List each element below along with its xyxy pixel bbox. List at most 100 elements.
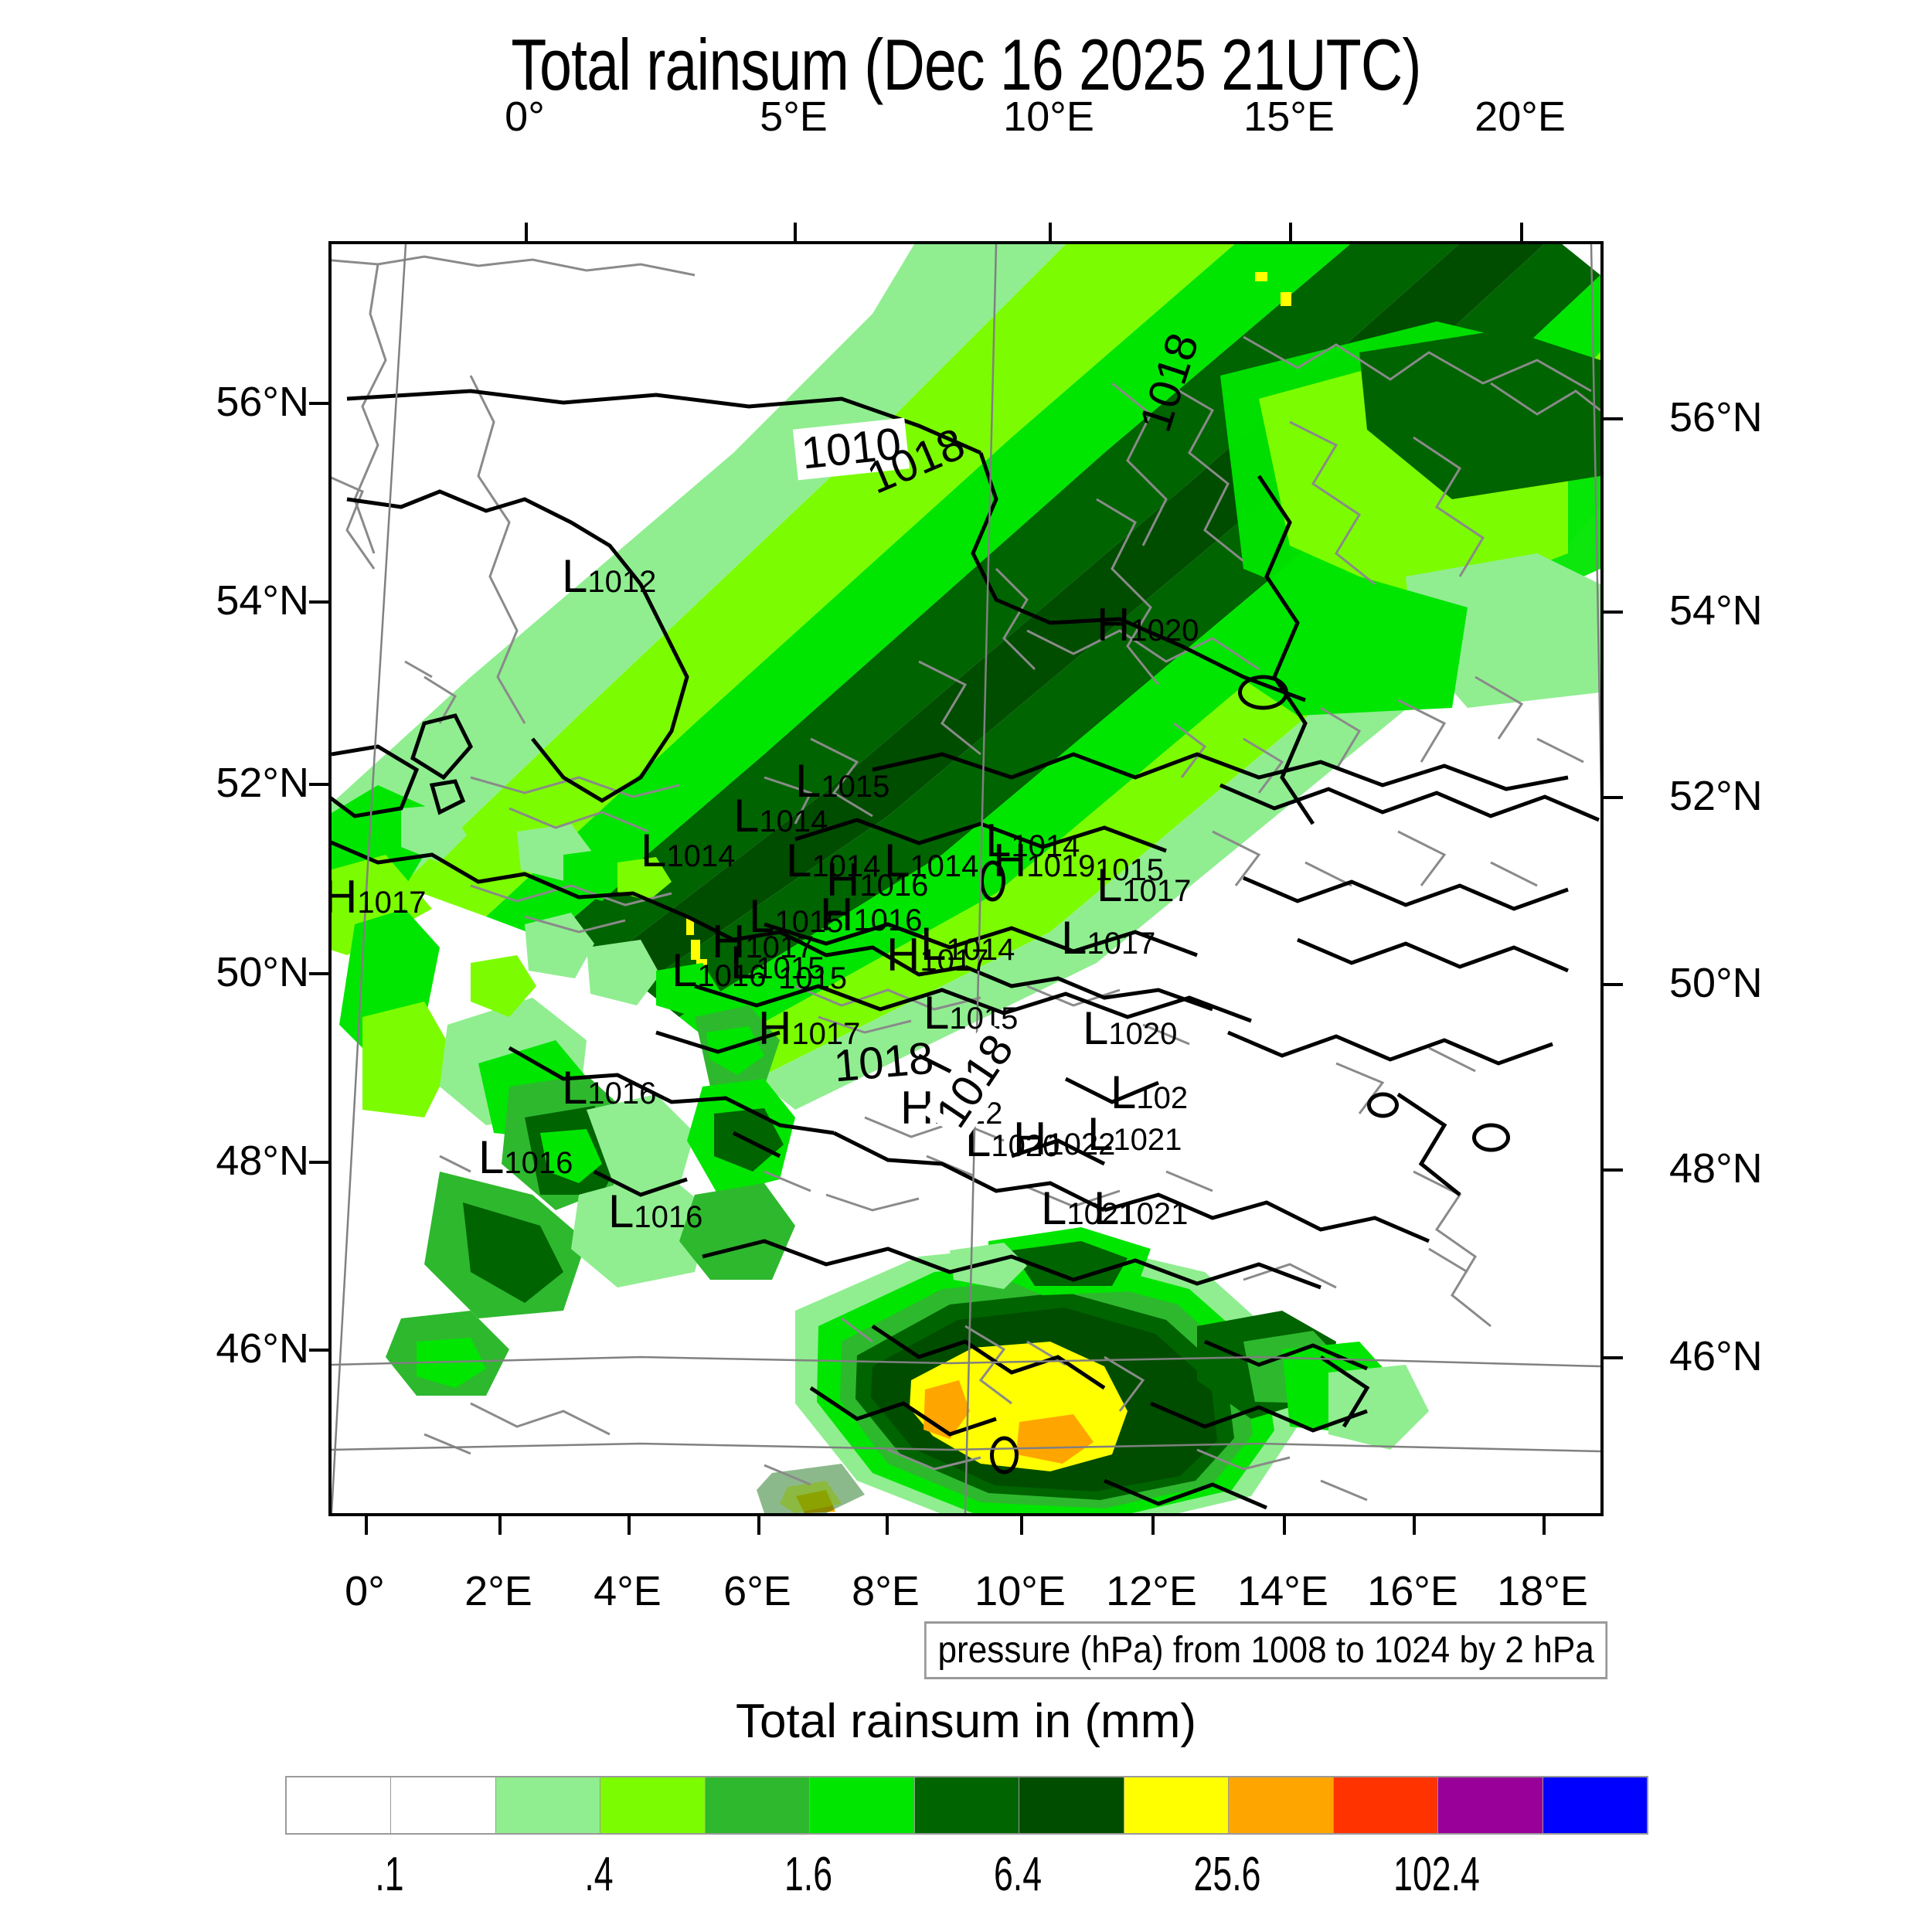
tick-right-56 xyxy=(1603,417,1623,420)
colorbar-cell-1[interactable] xyxy=(391,1777,496,1833)
colorbar-cell-3[interactable] xyxy=(600,1777,706,1833)
colorbar-label-4: 25.6 xyxy=(1193,1848,1261,1901)
tick-right-46 xyxy=(1603,1356,1623,1359)
pressure-center-L-1021-c: L1021 xyxy=(1094,1182,1189,1234)
pressure-center-H-1019: H1019 xyxy=(993,835,1096,886)
axis-bottom-tick-2: 4°E xyxy=(594,1568,662,1614)
graticule-layer xyxy=(332,244,1600,1513)
tick-bottom-18 xyxy=(1543,1516,1546,1535)
axis-bottom-tick-9: 18°E xyxy=(1497,1568,1588,1614)
pressure-center-H-1020: H1020 xyxy=(1097,599,1199,651)
pressure-plain-1015-a: 1015 xyxy=(778,961,847,995)
tick-bottom-10 xyxy=(1020,1516,1023,1535)
axis-left-tick-1: 54°N xyxy=(216,577,309,624)
colorbar-cell-9[interactable] xyxy=(1229,1777,1334,1833)
axis-left-tick-5: 46°N xyxy=(216,1325,309,1372)
axis-left-tick-3: 50°N xyxy=(216,949,309,995)
colorbar-cell-11[interactable] xyxy=(1438,1777,1543,1833)
axis-left-tick-4: 48°N xyxy=(216,1138,309,1184)
tick-bottom-2 xyxy=(498,1516,502,1535)
axis-top-tick-3: 15°E xyxy=(1243,94,1335,140)
tick-top-10 xyxy=(1049,223,1052,241)
pressure-center-L-1017-b: L1017 xyxy=(1061,912,1156,964)
tick-right-50 xyxy=(1603,983,1623,986)
pressure-center-H-1016-a: H1016 xyxy=(826,854,929,906)
axis-bottom-tick-4: 8°E xyxy=(852,1568,920,1614)
pressure-center-H-1016-b: H1016 xyxy=(820,889,923,940)
axis-bottom-tick-0: 0° xyxy=(345,1568,385,1614)
tick-bottom-8 xyxy=(886,1516,889,1535)
pressure-center-L-1015-b: L1015 xyxy=(749,890,844,942)
colorbar-cell-6[interactable] xyxy=(914,1777,1020,1833)
tick-left-48 xyxy=(309,1161,329,1164)
axis-right-tick-2: 52°N xyxy=(1669,773,1763,819)
axis-top-tick-4: 20°E xyxy=(1475,94,1566,140)
tick-left-52 xyxy=(309,783,329,786)
axis-bottom-tick-6: 12°E xyxy=(1106,1568,1197,1614)
colorbar-cell-2[interactable] xyxy=(495,1777,601,1833)
tick-bottom-6 xyxy=(757,1516,760,1535)
axis-right-tick-3: 50°N xyxy=(1669,960,1763,1006)
tick-top-15 xyxy=(1289,223,1292,241)
pressure-center-L-1016-b: L1016 xyxy=(562,1062,657,1114)
pressure-center-H-1022-b: H1022 xyxy=(1013,1113,1116,1165)
pressure-center-L-1014-b: L1014 xyxy=(733,790,828,842)
colorbar[interactable] xyxy=(285,1776,1648,1835)
colorbar-label-0: .1 xyxy=(375,1848,404,1901)
tick-left-46 xyxy=(309,1349,329,1352)
map-plot-area[interactable]: L1012 H1017 L1014 L1014 L1015 L1014 H101… xyxy=(328,241,1604,1516)
axis-bottom-tick-5: 10°E xyxy=(975,1568,1066,1614)
colorbar-cell-10[interactable] xyxy=(1333,1777,1439,1833)
pressure-center-L-1014-c: L1014 xyxy=(786,835,881,886)
axis-bottom-tick-1: 2°E xyxy=(464,1568,532,1614)
colorbar-cell-7[interactable] xyxy=(1019,1777,1124,1833)
axis-left-tick-0: 56°N xyxy=(216,379,309,425)
tick-bottom-4 xyxy=(628,1516,631,1535)
pressure-center-L-102: L102 xyxy=(1111,1066,1189,1118)
isobar-label-1018-mid: 1018 xyxy=(832,1032,936,1092)
axis-right-tick-1: 54°N xyxy=(1669,587,1763,634)
isobar-layer xyxy=(332,389,1600,1510)
tick-right-52 xyxy=(1603,796,1623,799)
pressure-center-H-1017: H1017 xyxy=(332,874,427,920)
pressure-center-L-1016-a: L1016 xyxy=(672,944,767,996)
pressure-center-H-1017-a: H1017 xyxy=(712,916,815,968)
pressure-center-L-1014-a: L1014 xyxy=(641,825,736,876)
pressure-center-L-1014-d: L1014 xyxy=(884,835,979,886)
tick-top-0 xyxy=(525,223,528,241)
colorbar-label-2: 1.6 xyxy=(784,1848,833,1901)
axis-top-tick-2: 10°E xyxy=(1003,94,1094,140)
tick-left-56 xyxy=(309,402,329,405)
axis-top-tick-0: 0° xyxy=(505,94,545,140)
tick-top-5 xyxy=(794,223,797,241)
colorbar-cell-12[interactable] xyxy=(1543,1777,1648,1833)
map-canvas xyxy=(332,244,1600,1513)
tick-bottom-16 xyxy=(1413,1516,1416,1535)
pressure-center-L-1020-b: L1020 xyxy=(965,1114,1060,1166)
pressure-center-L-1020-a: L1020 xyxy=(1083,1002,1178,1054)
colorbar-label-1: .4 xyxy=(584,1848,614,1901)
colorbar-cell-5[interactable] xyxy=(810,1777,915,1833)
pressure-center-L-1021-b: L1021 xyxy=(1041,1182,1136,1234)
colorbar-cell-4[interactable] xyxy=(705,1777,811,1833)
pressure-center-H-1017-b: H1017 xyxy=(758,1002,861,1054)
axis-bottom-tick-7: 14°E xyxy=(1237,1568,1328,1614)
axis-top-tick-1: 5°E xyxy=(760,94,828,140)
axis-right-tick-5: 46°N xyxy=(1669,1333,1763,1379)
tick-right-48 xyxy=(1603,1168,1623,1172)
pressure-center-L-1015-a: L1015 xyxy=(795,755,890,807)
tick-bottom-12 xyxy=(1151,1516,1155,1535)
tick-left-50 xyxy=(309,972,329,975)
tick-left-54 xyxy=(309,600,329,604)
pressure-center-L-1016-d: L1016 xyxy=(608,1185,703,1237)
precip-area-alps xyxy=(757,1227,1429,1513)
axis-right-tick-4: 48°N xyxy=(1669,1145,1763,1192)
colorbar-cell-0[interactable] xyxy=(287,1777,392,1833)
pressure-center-L-1015-c: L1015 xyxy=(730,937,825,988)
tick-right-54 xyxy=(1603,611,1623,614)
axis-bottom-tick-3: 6°E xyxy=(723,1568,791,1614)
pressure-center-L-1012: L1012 xyxy=(562,550,657,602)
colorbar-cell-8[interactable] xyxy=(1124,1777,1230,1833)
pressure-center-L-1014-e: L1014 xyxy=(920,918,1015,970)
tick-bottom-0 xyxy=(365,1516,368,1535)
